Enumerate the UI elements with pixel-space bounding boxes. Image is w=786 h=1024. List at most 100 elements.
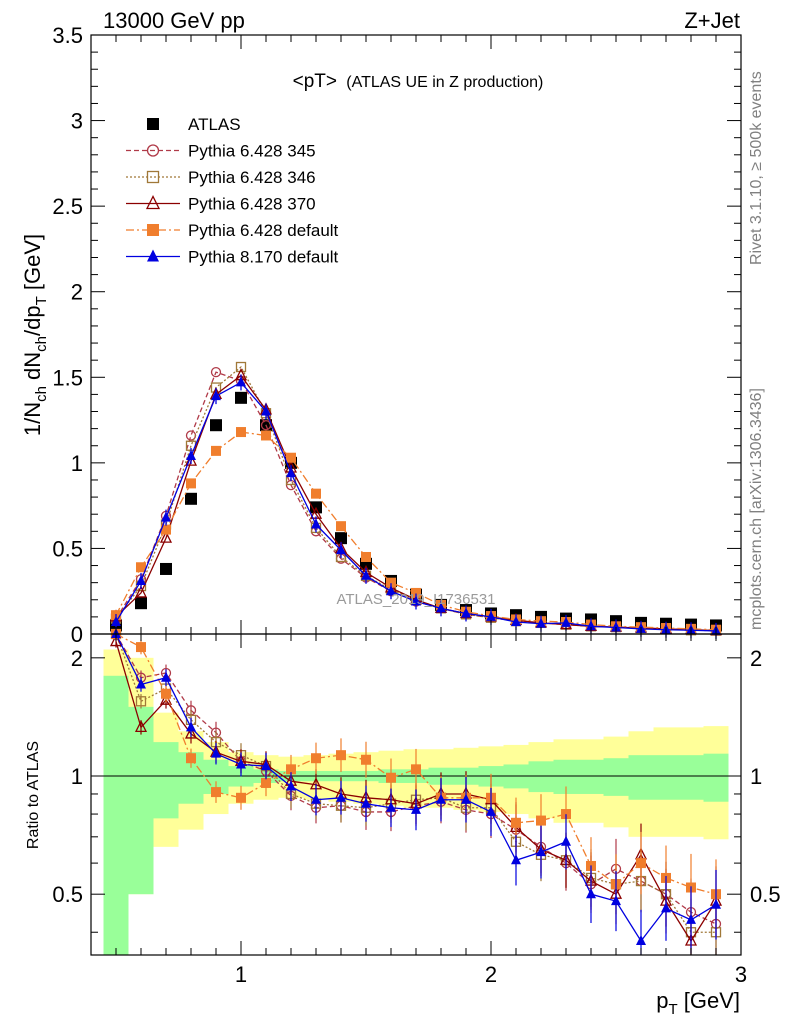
marker-triangle-filled (536, 846, 546, 857)
marker-triangle-filled (236, 758, 246, 769)
legend-label: Pythia 6.428 346 (188, 168, 316, 187)
marker-square-filled (311, 488, 321, 499)
marker-triangle-filled (611, 621, 621, 632)
marker-square-filled (386, 772, 396, 783)
marker-square-filled (336, 521, 346, 532)
ratio-y-tick-label: 2 (71, 646, 83, 671)
marker-square-filled (511, 817, 521, 828)
marker-triangle-open (134, 585, 148, 598)
legend-item-3: Pythia 6.428 370 (126, 195, 316, 214)
y-tick-label: 3.5 (52, 23, 83, 48)
marker-triangle-filled (636, 934, 646, 945)
stat-uncertainty-band (578, 759, 604, 794)
marker-triangle-filled (136, 678, 146, 689)
y-tick-label: 3 (71, 109, 83, 134)
header-left: 13000 GeV pp (103, 8, 245, 33)
marker-square-filled (236, 792, 246, 803)
ratio-y-tick-label-right: 1 (750, 764, 762, 789)
marker-square-filled (136, 562, 146, 573)
main-series-5 (111, 374, 721, 639)
marker-square-open (146, 170, 160, 184)
legend-item-0: ATLAS (147, 115, 241, 134)
marker-square-filled (136, 642, 146, 653)
marker-square-open (235, 361, 247, 373)
marker-triangle-filled (311, 518, 321, 529)
side-text-top: Rivet 3.1.10, ≥ 500k events (748, 71, 765, 265)
marker-square-filled (236, 427, 246, 438)
marker-triangle-filled (161, 671, 171, 682)
marker-triangle-filled (511, 854, 521, 865)
marker-square-filled (160, 562, 172, 575)
marker-circle-open (146, 144, 160, 157)
marker-triangle-filled (311, 793, 321, 804)
marker-square-filled (336, 750, 346, 761)
marker-triangle-filled (261, 760, 271, 771)
marker-square-filled (286, 764, 296, 775)
marker-square-filled (361, 754, 371, 765)
legend-item-5: Pythia 8.170 default (126, 248, 339, 267)
marker-triangle-filled (336, 791, 346, 802)
stat-uncertainty-band (153, 742, 179, 819)
marker-triangle-open (159, 530, 173, 543)
marker-triangle-open (134, 719, 148, 733)
marker-square-filled (186, 478, 196, 489)
marker-square-filled (386, 577, 396, 588)
ratio-y-tick-label-right: 0.5 (750, 882, 781, 907)
y-tick-label: 2 (71, 280, 83, 305)
marker-triangle-filled (461, 607, 471, 618)
stat-uncertainty-band (678, 755, 704, 800)
x-tick-label: 3 (735, 962, 747, 987)
header-right: Z+Jet (684, 8, 740, 33)
marker-square-filled (235, 391, 247, 404)
marker-circle-open (260, 420, 272, 431)
marker-triangle-filled (411, 595, 421, 606)
ratio-ylabel: Ratio to ATLAS (25, 741, 42, 849)
marker-square-filled (210, 419, 222, 432)
side-text-bottom: mcplots.cern.ch [arXiv:1306.3436] (748, 388, 765, 630)
marker-square-filled (536, 815, 546, 826)
legend-label: Pythia 8.170 default (188, 248, 339, 267)
marker-square-filled (161, 524, 171, 535)
marker-square-filled (186, 753, 196, 764)
marker-triangle-filled (436, 602, 446, 613)
x-tick-label: 2 (485, 962, 497, 987)
marker-triangle-filled (586, 888, 596, 899)
marker-triangle-filled (161, 511, 171, 522)
marker-square-filled (261, 777, 271, 788)
stat-uncertainty-band (128, 706, 154, 895)
marker-triangle-filled (511, 616, 521, 627)
marker-triangle-filled (211, 747, 221, 758)
legend: ATLAS Pythia 6.428 345 Pythia 6.428 346 Pyt… (126, 115, 339, 267)
marker-triangle-filled (586, 620, 596, 631)
marker-triangle-filled (136, 574, 146, 585)
marker-triangle-filled (286, 780, 296, 791)
marker-triangle-filled (536, 617, 546, 628)
marker-triangle-filled (236, 376, 246, 387)
marker-square-filled (211, 445, 221, 456)
marker-triangle-filled (186, 721, 196, 732)
marker-triangle-filled (286, 467, 296, 478)
stat-uncertainty-band (603, 758, 629, 796)
marker-triangle-filled (336, 544, 346, 555)
marker-triangle-filled (561, 616, 571, 627)
main-title-sub: (ATLAS UE in Z production) (346, 74, 543, 91)
marker-triangle-filled (661, 902, 671, 913)
marker-triangle-filled (711, 898, 721, 909)
marker-triangle-open (184, 453, 198, 466)
legend-item-4: Pythia 6.428 default (126, 221, 339, 240)
stat-uncertainty-band (103, 675, 129, 955)
marker-triangle-filled (111, 616, 121, 627)
stat-uncertainty-band (653, 755, 679, 800)
y-tick-label: 0 (71, 622, 83, 647)
marker-square-filled (286, 452, 296, 463)
marker-square-filled (147, 224, 159, 236)
marker-triangle-filled (386, 801, 396, 812)
main-title-main: <pT> (293, 71, 337, 92)
legend-item-2: Pythia 6.428 346 (126, 168, 316, 187)
ratio-series-4 (111, 628, 721, 955)
legend-label: Pythia 6.428 default (188, 221, 339, 240)
marker-square-open (135, 696, 147, 707)
marker-square-filled (161, 688, 171, 699)
axes: 1 2 3 0 0.5 1 1.5 2 2.5 3 3.5 0.5 0.5 1 1 2 2 (52, 23, 780, 987)
ratio-marks (109, 628, 723, 955)
